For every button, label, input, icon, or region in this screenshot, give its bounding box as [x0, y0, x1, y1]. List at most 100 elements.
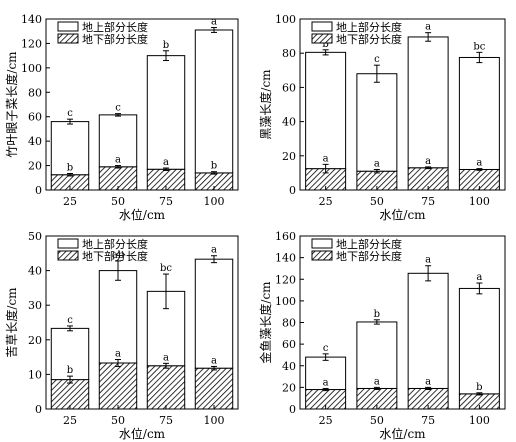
significance-label: a: [425, 156, 431, 167]
plot-frame: [299, 18, 506, 191]
y-tick-label: 50: [28, 230, 42, 243]
significance-label: b: [322, 39, 328, 50]
y-tick-label: 20: [28, 334, 42, 347]
chart-panel-2: b a 25 c a 50 a a 75 bc a 100 0 20 40 60 80 100 水位/cm 黑藻长度/…: [258, 13, 506, 222]
significance-label: b: [163, 40, 169, 51]
x-tick-label: 75: [159, 414, 173, 427]
legend-swatch: [311, 250, 333, 261]
chart-panel-3: cb25aba50bca75aa10001020304050水位/cm苦草长度/…: [4, 230, 239, 441]
y-tick-label: 0: [35, 403, 42, 416]
y-tick-label: 100: [275, 295, 296, 308]
legend-label: 地下部分长度: [336, 32, 402, 46]
legend-swatch: [57, 21, 79, 32]
y-tick-label: 80: [282, 317, 296, 330]
y-tick-label: 10: [28, 368, 42, 381]
y-tick-label: 80: [28, 86, 42, 99]
y-axis-label: 苦草长度/cm: [4, 287, 19, 358]
y-tick-label: 40: [282, 360, 296, 373]
y-tick-label: 40: [28, 265, 42, 278]
bar-above-25: [50, 121, 90, 176]
significance-label: a: [323, 153, 329, 164]
significance-label: a: [211, 17, 217, 28]
y-tick-label: 60: [282, 338, 296, 351]
significance-label: b: [374, 309, 380, 320]
x-tick-label: 50: [111, 414, 125, 427]
legend-swatch: [57, 33, 79, 44]
y-tick-label: 40: [282, 116, 296, 129]
legend-label: 地上部分长度: [336, 237, 402, 251]
bar-above-100: [194, 29, 234, 174]
legend-swatch: [311, 33, 333, 44]
x-tick-label: 25: [63, 414, 77, 427]
legend-label: 地上部分长度: [82, 20, 148, 34]
x-tick-label: 25: [319, 414, 333, 427]
y-tick-label: 140: [21, 13, 42, 26]
bar-above-25: [305, 51, 347, 170]
y-tick-label: 0: [289, 403, 296, 416]
legend-label: 地下部分长度: [82, 32, 148, 46]
chart-panel-4: c a 25 b a 50 a a 75 a b 100 0 20 40 60 80 100 120 140 160 水位…: [258, 230, 506, 441]
significance-label: b: [211, 161, 217, 172]
y-tick-label: 20: [282, 381, 296, 394]
y-tick-label: 60: [28, 111, 42, 124]
x-axis-label: 水位/cm: [119, 207, 166, 222]
legend-swatch: [311, 238, 333, 249]
y-tick-label: 0: [35, 184, 42, 197]
significance-label: a: [425, 255, 431, 266]
y-axis-label: 金鱼藻长度/cm: [258, 281, 273, 364]
bar-below-100: [194, 367, 234, 410]
significance-label: b: [67, 365, 73, 376]
legend-swatch: [57, 238, 79, 249]
bar-above-75: [407, 272, 449, 389]
significance-label: a: [323, 377, 329, 388]
x-axis-label: 水位/cm: [379, 426, 426, 441]
significance-label: b: [476, 382, 482, 393]
significance-label: bc: [160, 263, 172, 274]
significance-label: a: [425, 376, 431, 387]
significance-label: ab: [112, 250, 124, 261]
chart-panel-1: c b 25 c a 50 b a 75 a b 100 0 20 40 60 80 100 120 140 水位/cm…: [4, 13, 239, 222]
legend-label: 地下部分长度: [82, 249, 148, 263]
y-axis-label: 黑藻长度/cm: [258, 69, 273, 140]
significance-label: c: [374, 54, 380, 65]
y-tick-label: 100: [21, 62, 42, 75]
x-tick-label: 50: [370, 414, 384, 427]
significance-label: a: [211, 355, 217, 366]
bar-above-100: [458, 56, 500, 170]
y-tick-label: 120: [21, 37, 42, 50]
bar-below-25: [50, 379, 90, 410]
x-tick-label: 75: [421, 414, 435, 427]
x-tick-label: 75: [159, 195, 173, 208]
significance-label: a: [163, 157, 169, 168]
significance-label: a: [374, 376, 380, 387]
bar-above-50: [356, 73, 398, 172]
x-tick-label: 50: [370, 195, 384, 208]
x-tick-label: 25: [63, 195, 77, 208]
plot-frame: [45, 235, 239, 410]
x-tick-label: 100: [469, 414, 490, 427]
significance-label: a: [476, 272, 482, 283]
bar-below-75: [146, 365, 186, 410]
x-axis-label: 水位/cm: [119, 426, 166, 441]
significance-label: c: [115, 103, 121, 114]
y-tick-label: 100: [275, 13, 296, 26]
y-axis-label: 竹叶眼子菜长度/cm: [4, 51, 19, 158]
significance-label: bc: [473, 41, 485, 52]
x-tick-label: 100: [204, 414, 225, 427]
y-tick-label: 60: [282, 81, 296, 94]
y-tick-label: 140: [275, 252, 296, 265]
y-tick-label: 20: [28, 160, 42, 173]
bar-above-50: [98, 270, 138, 364]
y-tick-label: 40: [28, 135, 42, 148]
significance-label: a: [211, 245, 217, 256]
bar-below-50: [98, 362, 138, 410]
significance-label: a: [374, 158, 380, 169]
bar-above-75: [407, 36, 449, 169]
x-tick-label: 25: [319, 195, 333, 208]
significance-label: c: [67, 108, 73, 119]
x-tick-label: 100: [204, 195, 225, 208]
y-tick-label: 20: [282, 150, 296, 163]
